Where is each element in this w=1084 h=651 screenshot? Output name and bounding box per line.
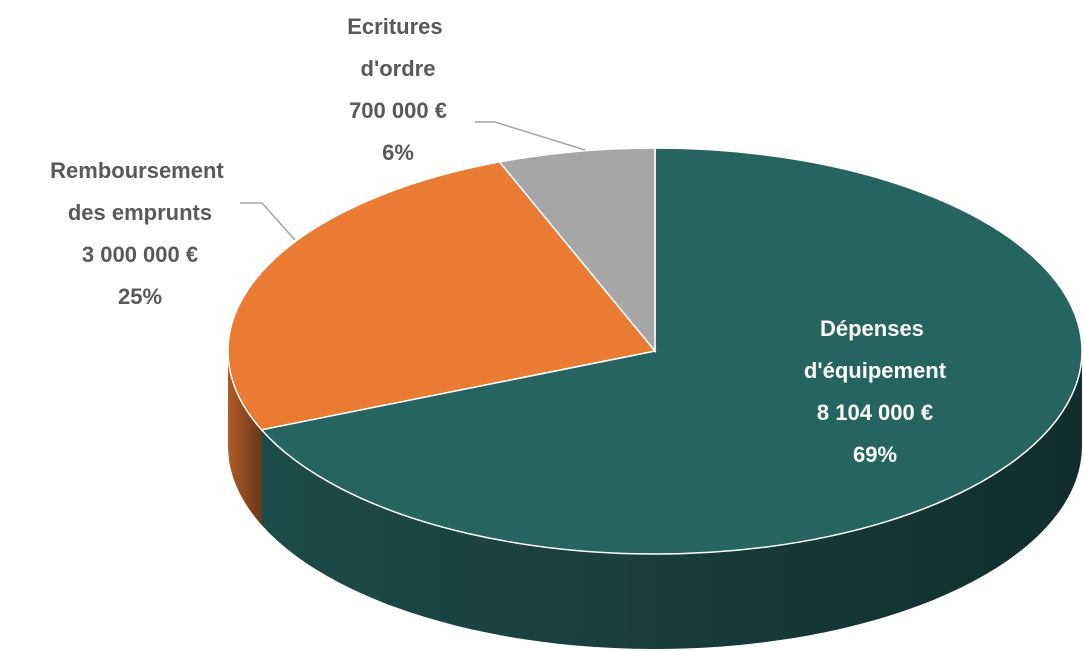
- label-line: Dépenses: [820, 316, 930, 341]
- slice: [260, 147, 1083, 555]
- category-label: Remboursement des emprunts: [50, 158, 230, 225]
- value-label: 3 000 000 €: [82, 242, 198, 267]
- label-line: Remboursement: [50, 158, 230, 183]
- category-label: Ecritures d'ordre: [347, 14, 449, 81]
- value-label: 8 104 000 €: [817, 400, 933, 425]
- percent-label: 69%: [853, 442, 897, 467]
- labels: Dépenses d'équipement 8 104 000 € 69% Rembo…: [50, 14, 947, 467]
- pie-sides: [228, 351, 1083, 649]
- slice: [227, 161, 657, 431]
- label-line: des emprunts: [68, 200, 212, 225]
- slice-side: [261, 351, 1083, 649]
- category-label: Dépenses d'équipement: [804, 316, 947, 383]
- slice: [498, 147, 656, 354]
- slice-side: [228, 351, 262, 525]
- percent-label: 6%: [382, 140, 414, 165]
- pie-tops: [227, 147, 1083, 555]
- percent-label: 25%: [118, 284, 162, 309]
- label-line: d'ordre: [361, 56, 436, 81]
- leader-line: [475, 121, 586, 151]
- label-line: d'équipement: [804, 358, 947, 383]
- leader-line: [240, 202, 296, 241]
- value-label: 700 000 €: [349, 98, 447, 123]
- label-line: Ecritures: [347, 14, 449, 39]
